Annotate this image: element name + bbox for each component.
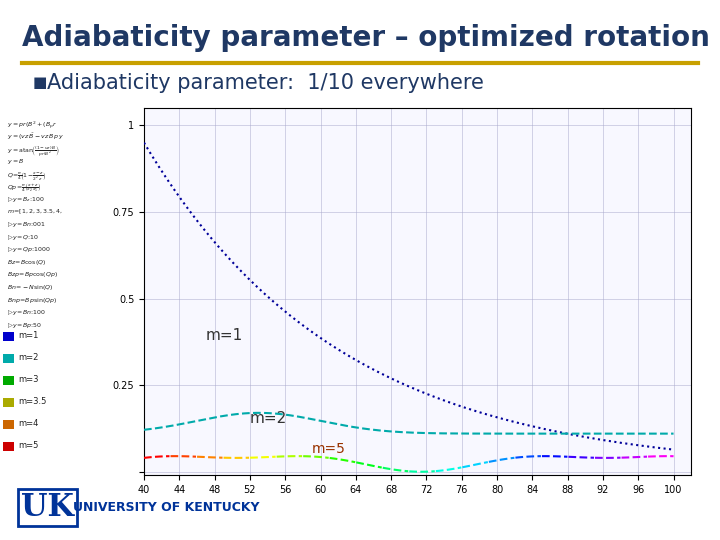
Text: UK: UK (21, 492, 74, 523)
Text: $y=\mathrm{atan}\!\left(\frac{(1-vz)\,B}{pr(B^2}\right)$: $y=\mathrm{atan}\!\left(\frac{(1-vz)\,B}… (7, 144, 60, 159)
Text: $\triangleright\,y\!=\!Bn\!:\!100$: $\triangleright\,y\!=\!Bn\!:\!100$ (7, 308, 47, 318)
Text: $Qp\!=\!\frac{\pi}{4}\!\left(\frac{x\!+\!z}{x_2\,x_1}\right)$: $Qp\!=\!\frac{\pi}{4}\!\left(\frac{x\!+\… (7, 182, 42, 194)
Text: m=2: m=2 (19, 353, 39, 362)
Text: m=3: m=3 (19, 375, 39, 384)
Text: Adiabaticity parameter – optimized rotation: Adiabaticity parameter – optimized rotat… (22, 24, 709, 52)
Text: m=3.5: m=3.5 (19, 397, 47, 406)
Bar (3, 442, 14, 451)
Text: ■: ■ (32, 75, 47, 90)
Text: $\triangleright\,y\!=\!Bn\!:\!001$: $\triangleright\,y\!=\!Bn\!:\!001$ (7, 220, 46, 229)
Text: $y=(vz\,\bar{B}-vz\,Bp\,y$: $y=(vz\,\bar{B}-vz\,Bp\,y$ (7, 132, 64, 142)
Text: $m\!=\![1,2,3,3.5,4,$: $m\!=\![1,2,3,3.5,4,$ (7, 207, 63, 216)
Bar (3, 398, 14, 407)
Text: $\triangleright\,y\!=\!Qp\!:\!1000$: $\triangleright\,y\!=\!Qp\!:\!1000$ (7, 245, 51, 254)
Text: m=1: m=1 (206, 328, 243, 343)
Text: $\triangleright\,y\!=\!Bp\!:\!50$: $\triangleright\,y\!=\!Bp\!:\!50$ (7, 321, 42, 330)
Text: UNIVERSITY OF KENTUCKY: UNIVERSITY OF KENTUCKY (73, 501, 259, 514)
Bar (3, 332, 14, 341)
Text: $\triangleright\,y\!=\!Q\!:\!10$: $\triangleright\,y\!=\!Q\!:\!10$ (7, 233, 40, 241)
Bar (3, 354, 14, 363)
Text: m=4: m=4 (19, 419, 39, 428)
Text: $Bz\!=\!B\cos(Q)$: $Bz\!=\!B\cos(Q)$ (7, 258, 46, 267)
Text: m=5: m=5 (312, 442, 346, 456)
Text: m=2: m=2 (250, 411, 287, 426)
Text: m=1: m=1 (19, 331, 39, 340)
Text: $Bnp\!=\!Bp\sin(Qp)$: $Bnp\!=\!Bp\sin(Qp)$ (7, 296, 58, 305)
Text: $Q\!=\!\frac{\pi}{4}\!\left(1\!-\!\frac{x\!-\!z}{2^2\,z}\right)$: $Q\!=\!\frac{\pi}{4}\!\left(1\!-\!\frac{… (7, 170, 46, 181)
Text: $y=pr(B^2+(B_p r$: $y=pr(B^2+(B_p r$ (7, 119, 58, 131)
Text: $y=B$: $y=B$ (7, 157, 24, 166)
Text: $\triangleright\,y\!=\!B_z\!:\!100$: $\triangleright\,y\!=\!B_z\!:\!100$ (7, 195, 45, 204)
Text: $Bzp\!=\!Bp\cos(Qp)$: $Bzp\!=\!Bp\cos(Qp)$ (7, 271, 58, 280)
Text: Adiabaticity parameter:  1/10 everywhere: Adiabaticity parameter: 1/10 everywhere (47, 72, 484, 93)
Text: $Bn\!=\!-N\sin(Q)$: $Bn\!=\!-N\sin(Q)$ (7, 283, 53, 292)
Bar (3, 376, 14, 385)
Bar (3, 420, 14, 429)
Text: m=5: m=5 (19, 441, 39, 450)
